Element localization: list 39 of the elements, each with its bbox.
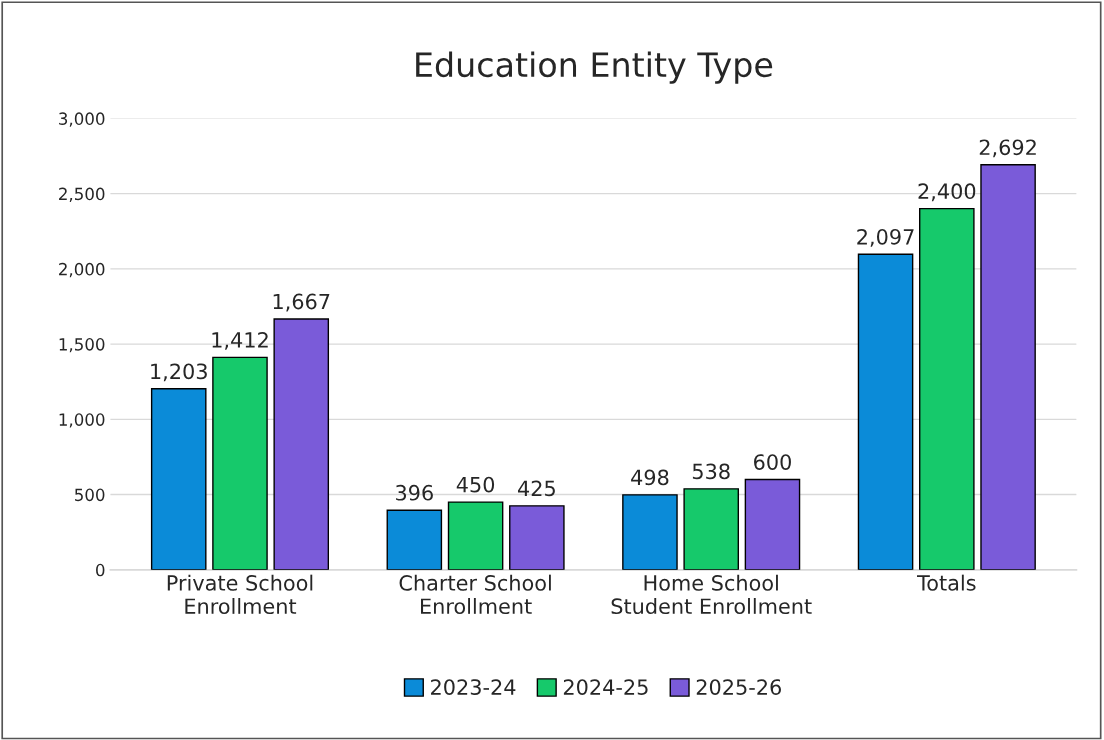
chart-title: Education Entity Type	[416, 51, 773, 84]
bar	[273, 318, 330, 570]
bar	[150, 388, 207, 570]
legend-label: 2024-25	[563, 679, 648, 695]
x-tick-label: Totals	[917, 574, 976, 591]
bar	[386, 509, 443, 570]
bar	[212, 356, 268, 570]
data-label: 1,203	[151, 363, 207, 382]
bar	[919, 207, 975, 570]
x-tick-label: Charter School Enrollment	[399, 574, 551, 615]
y-tick-label: 1,000	[59, 413, 105, 428]
x-tick-label: Home School Student Enrollment	[611, 574, 812, 615]
legend-label: 2023-24	[431, 679, 516, 695]
y-tick-label: 3,000	[59, 112, 105, 127]
data-label: 450	[456, 476, 495, 493]
bar	[744, 478, 801, 570]
bar	[509, 505, 565, 570]
data-label: 498	[631, 469, 669, 486]
data-label: 2,097	[857, 228, 914, 247]
bar	[857, 253, 914, 570]
data-label: 425	[517, 480, 555, 497]
x-tick-label: Private School Enrollment	[167, 574, 313, 615]
y-tick-label: 0	[96, 563, 105, 577]
y-tick-label: 2,000	[59, 262, 105, 278]
y-tick-label: 500	[75, 488, 105, 502]
y-tick-label: 1,500	[59, 338, 105, 353]
y-tick-label: 2,500	[59, 187, 105, 202]
data-label: 1,412	[212, 331, 268, 350]
data-label: 538	[692, 463, 730, 480]
bar	[980, 164, 1036, 570]
bar	[447, 501, 504, 570]
data-label: 1,667	[273, 293, 330, 312]
bar	[683, 488, 739, 570]
data-label: 396	[396, 484, 433, 501]
legend-label: 2025-26	[696, 679, 781, 695]
data-label: 2,692	[979, 139, 1036, 158]
data-label: 2,400	[918, 183, 976, 202]
bar	[622, 494, 678, 570]
data-label: 600	[754, 454, 791, 470]
